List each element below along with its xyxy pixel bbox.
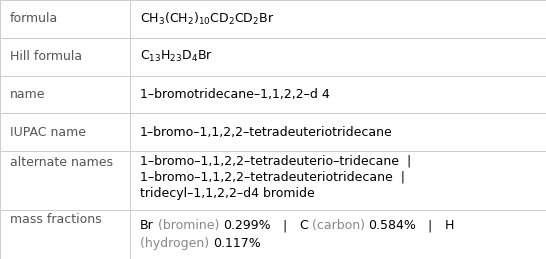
Text: 1–bromotridecane–1,1,2,2–d 4: 1–bromotridecane–1,1,2,2–d 4: [140, 88, 330, 101]
Text: 1–bromo–1,1,2,2–tetradeuteriotridecane: 1–bromo–1,1,2,2–tetradeuteriotridecane: [140, 126, 393, 139]
Text: 0.299%: 0.299%: [223, 219, 270, 232]
Text: 0.584%: 0.584%: [369, 219, 417, 232]
Text: Hill formula: Hill formula: [10, 50, 82, 63]
Text: 1–bromo–1,1,2,2–tetradeuteriotridecane  |: 1–bromo–1,1,2,2–tetradeuteriotridecane |: [140, 171, 405, 184]
Text: 0.117%: 0.117%: [213, 237, 260, 250]
Text: IUPAC name: IUPAC name: [10, 126, 86, 139]
Text: C: C: [299, 219, 307, 232]
Text: $\mathregular{CH_3(CH_2)_{10}CD_2CD_2Br}$: $\mathregular{CH_3(CH_2)_{10}CD_2CD_2Br}…: [140, 11, 274, 27]
Text: (carbon): (carbon): [307, 219, 369, 232]
Text: (bromine): (bromine): [153, 219, 223, 232]
Text: mass fractions: mass fractions: [10, 213, 102, 226]
Text: H: H: [444, 219, 454, 232]
Text: Br: Br: [140, 219, 153, 232]
Text: tridecyl–1,1,2,2–d4 bromide: tridecyl–1,1,2,2–d4 bromide: [140, 187, 314, 200]
Text: (hydrogen): (hydrogen): [140, 237, 213, 250]
Text: |: |: [417, 219, 444, 232]
Text: name: name: [10, 88, 45, 101]
Text: formula: formula: [10, 12, 58, 25]
Text: |: |: [270, 219, 299, 232]
Text: 1–bromo–1,1,2,2–tetradeuterio–tridecane  |: 1–bromo–1,1,2,2–tetradeuterio–tridecane …: [140, 155, 411, 168]
Text: alternate names: alternate names: [10, 156, 113, 169]
Text: $\mathregular{C_{13}H_{23}D_4Br}$: $\mathregular{C_{13}H_{23}D_4Br}$: [140, 49, 212, 64]
